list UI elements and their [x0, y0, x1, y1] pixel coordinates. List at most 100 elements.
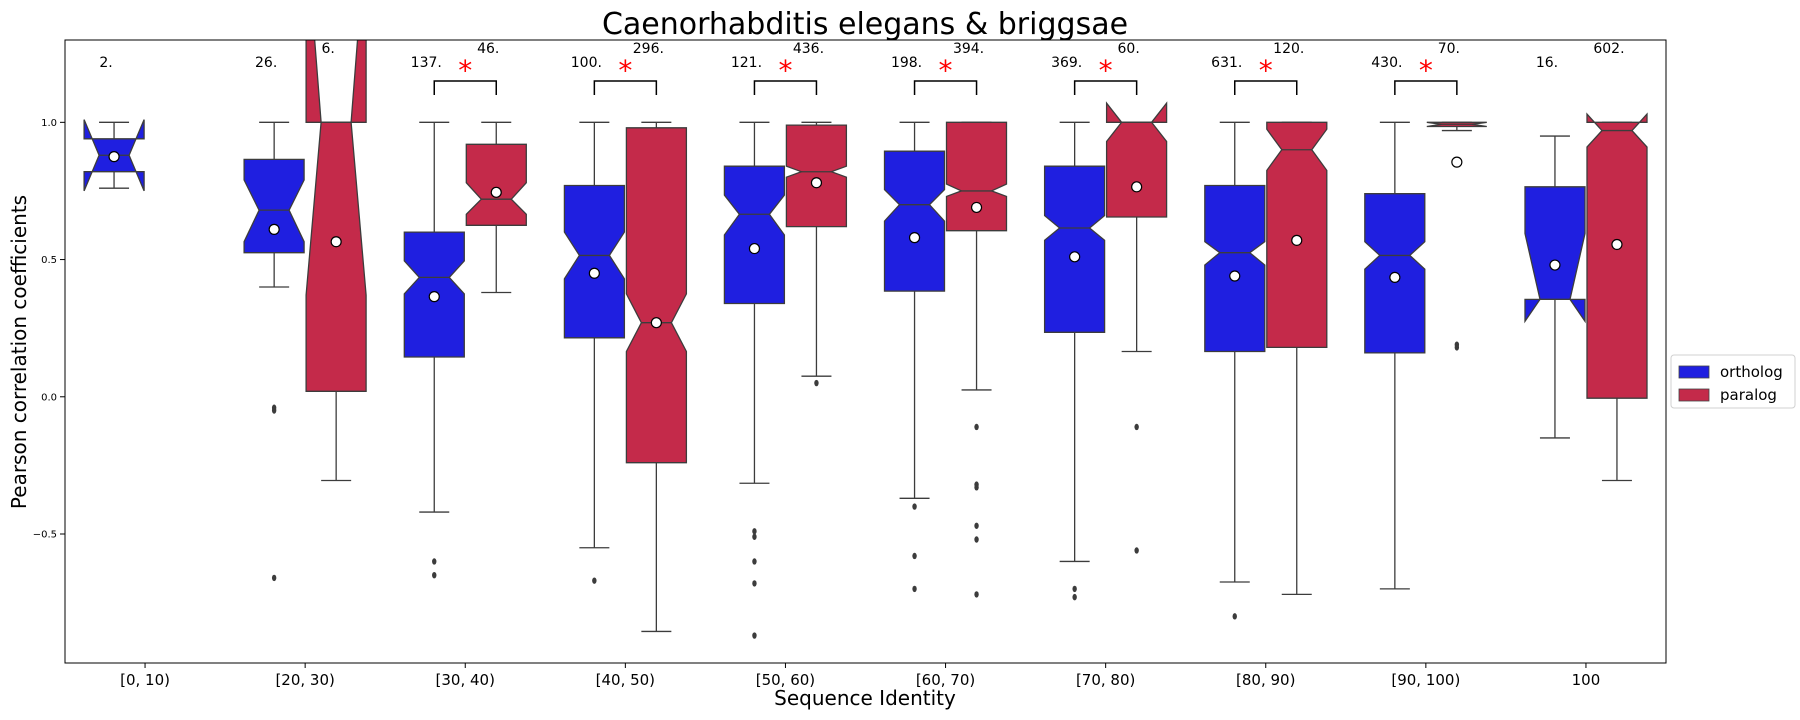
box-ortholog-7 — [1204, 121, 1266, 620]
significance-star: * — [939, 54, 953, 87]
box-paralog-2 — [465, 121, 527, 294]
legend-label-paralog: paralog — [1720, 386, 1777, 404]
outlier-point — [974, 423, 979, 431]
mean-marker — [108, 151, 120, 163]
mean-marker — [908, 232, 921, 244]
box-ortholog-3 — [563, 121, 626, 584]
x-tick-label: [80, 90) — [1236, 671, 1295, 689]
legend-swatch-paralog — [1678, 388, 1710, 402]
mean-marker — [490, 186, 502, 198]
box-body — [465, 143, 527, 226]
chart-title: Caenorhabditis elegans & briggsae — [602, 7, 1128, 42]
box-body — [625, 127, 688, 464]
outlier-point — [1072, 585, 1077, 593]
count-label-ortholog-6: 369. — [1051, 55, 1082, 71]
outlier-point — [271, 407, 277, 414]
significance-star: * — [1099, 54, 1113, 87]
count-label-paralog-7: 120. — [1273, 41, 1304, 57]
mean-marker — [428, 291, 440, 303]
mean-marker — [748, 242, 761, 255]
y-axis: 1.0 0.5 0.0 −0.5 — [33, 118, 65, 541]
outlier-point — [912, 503, 917, 510]
outlier-point — [592, 577, 597, 584]
significance-bracket — [433, 80, 497, 95]
significance-bracket — [593, 80, 658, 95]
significance-bracket — [753, 80, 818, 95]
box-paralog-6 — [1105, 101, 1168, 554]
box-ortholog-8 — [1364, 121, 1426, 590]
outlier-point — [1072, 593, 1077, 601]
box-ortholog-9 — [1524, 135, 1586, 439]
outlier-point — [752, 533, 757, 540]
y-tick-label: 0.0 — [41, 392, 57, 403]
outlier-point — [271, 574, 277, 582]
box-body — [1043, 165, 1106, 333]
box-paralog-8 — [1426, 121, 1487, 351]
significance-bracket — [1073, 80, 1138, 95]
significance-bracket — [1394, 80, 1458, 95]
box-ortholog-1 — [243, 121, 305, 582]
x-tick-label: [50, 60) — [756, 671, 815, 689]
count-label-paralog-8: 70. — [1438, 41, 1460, 57]
x-tick-label: [70, 80) — [1076, 671, 1135, 689]
box-paralog-3 — [625, 121, 688, 633]
outlier-point — [974, 484, 979, 491]
outlier-point — [752, 632, 757, 639]
box-ortholog-5 — [883, 121, 946, 593]
count-label-ortholog-4: 121. — [731, 55, 762, 71]
box-body — [243, 158, 305, 254]
plot-frame — [64, 39, 1667, 664]
y-tick-label: 0.5 — [41, 255, 57, 266]
x-tick-label: 100 — [1572, 671, 1601, 689]
box-ortholog-4 — [723, 121, 786, 639]
count-label-paralog-1: 6. — [321, 41, 334, 57]
mean-marker — [1451, 156, 1463, 168]
outlier-point — [974, 591, 979, 598]
outlier-point — [974, 522, 979, 529]
mean-marker — [970, 201, 983, 214]
outlier-point — [912, 552, 917, 560]
count-label-ortholog-8: 430. — [1371, 55, 1402, 71]
count-label-paralog-3: 296. — [633, 41, 664, 57]
outlier-point — [752, 528, 757, 535]
outlier-point — [432, 571, 437, 579]
significance-star: * — [1259, 54, 1273, 87]
outlier-point — [432, 558, 437, 565]
count-label-paralog-5: 394. — [953, 41, 984, 57]
outlier-point — [912, 585, 917, 593]
significance-star: * — [1419, 54, 1433, 87]
significance-star: * — [778, 54, 792, 87]
mean-marker — [810, 177, 823, 189]
mean-marker — [1131, 181, 1143, 193]
plot-boxes — [83, 40, 1648, 639]
mean-marker — [650, 317, 662, 329]
mean-marker — [588, 267, 600, 279]
legend: ortholog paralog — [1670, 354, 1796, 409]
box-body — [1105, 101, 1168, 218]
count-label-paralog-2: 46. — [477, 41, 499, 57]
count-label-ortholog-2: 137. — [411, 55, 442, 71]
significance-star: * — [618, 54, 632, 87]
outlier-point — [1232, 613, 1237, 620]
legend-swatch-ortholog — [1678, 365, 1710, 379]
count-label-ortholog-3: 100. — [571, 55, 602, 71]
box-paralog-1 — [305, 40, 367, 482]
box-body — [563, 184, 626, 339]
x-axis-title: Sequence Identity — [774, 686, 956, 710]
box-body — [305, 40, 367, 392]
mean-marker — [1069, 251, 1081, 263]
mean-marker — [330, 236, 342, 248]
count-label-ortholog-5: 198. — [891, 55, 922, 71]
count-label-paralog-4: 436. — [793, 41, 824, 57]
box-ortholog-2 — [403, 121, 465, 579]
x-tick-label: [40, 50) — [596, 671, 655, 689]
outlier-point — [814, 379, 819, 387]
count-label-paralog-6: 60. — [1118, 41, 1140, 57]
count-label-ortholog-9: 16. — [1536, 55, 1558, 71]
outlier-point — [752, 580, 757, 587]
x-tick-label: [30, 40) — [436, 671, 495, 689]
plot-area: 2. 26. 137. 100. 121. 198. 369. 631. 430. 16. 6. 46… — [83, 40, 1648, 639]
outlier-point — [1134, 547, 1139, 554]
box-body — [1204, 184, 1266, 353]
